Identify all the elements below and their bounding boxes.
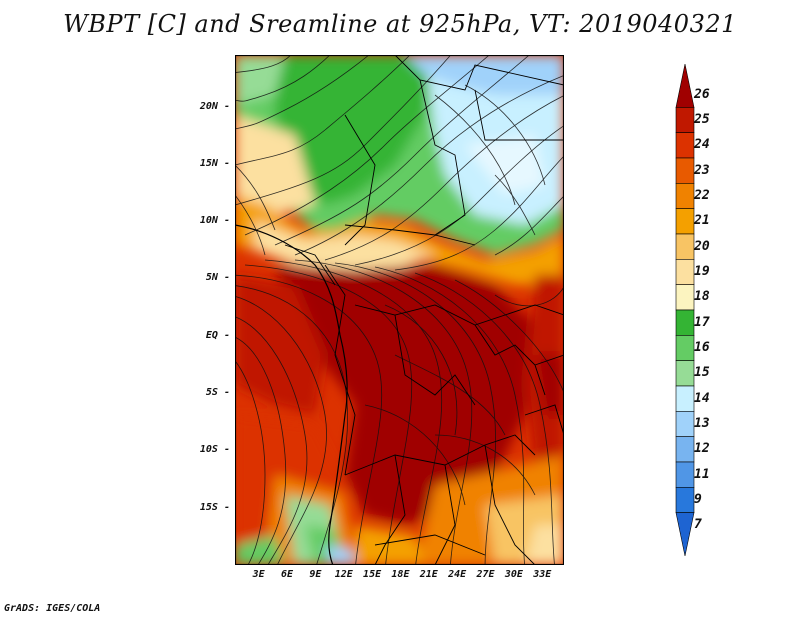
coastline <box>235 224 348 565</box>
legend-label: 17 <box>694 314 710 330</box>
borders <box>284 55 564 565</box>
legend-swatch <box>675 132 695 159</box>
legend-swatch <box>675 183 695 209</box>
legend-swatch <box>675 487 695 513</box>
legend-swatch <box>675 157 695 184</box>
legend-swatch <box>675 461 695 488</box>
legend-label: 19 <box>694 264 710 279</box>
x-tick-label: 27E <box>476 569 495 580</box>
x-tick-label: 30E <box>504 569 523 580</box>
chart-title: WBPT [C] and Sreamline at 925hPa, VT: 20… <box>63 10 737 38</box>
legend-swatch <box>675 284 695 311</box>
legend-swatch <box>675 411 695 437</box>
legend-label: 7 <box>694 517 702 533</box>
legend-label: 12 <box>694 441 710 457</box>
legend-swatch <box>675 233 695 260</box>
x-tick-label: 24E <box>448 569 467 580</box>
x-tick-label: 12E <box>334 569 353 580</box>
legend-label: 14 <box>694 390 710 406</box>
map-frame <box>235 55 564 565</box>
y-tick-label: 15S - <box>199 501 230 513</box>
x-tick-label: 33E <box>533 569 552 580</box>
legend-swatch <box>675 360 695 387</box>
legend-swatch <box>675 309 695 336</box>
legend-swatch <box>675 208 695 235</box>
credit-label: GrADS: IGES/COLA <box>4 603 101 614</box>
x-tick-label: 21E <box>419 569 438 580</box>
legend-swatch <box>675 512 695 557</box>
legend-label: 26 <box>694 86 710 102</box>
legend-swatch <box>675 385 695 412</box>
legend-label: 15 <box>694 365 710 381</box>
legend-label: 18 <box>694 289 710 305</box>
legend-label: 22 <box>694 188 710 203</box>
legend-swatch <box>675 436 695 463</box>
legend-label: 21 <box>694 213 710 229</box>
legend-swatch <box>675 259 695 285</box>
y-tick-label: EQ - <box>205 329 230 341</box>
y-tick-label: 20N - <box>199 100 230 112</box>
legend-swatch <box>675 335 695 361</box>
legend-swatch <box>675 63 695 108</box>
legend-label: 13 <box>694 416 710 431</box>
legend-label: 9 <box>694 492 702 507</box>
field-layer <box>235 55 564 565</box>
legend-swatch <box>675 107 695 133</box>
x-tick-label: 6E <box>280 569 293 580</box>
y-tick-label: 15N - <box>199 157 230 169</box>
y-tick-label: 5S - <box>205 387 230 399</box>
legend-label: 25 <box>694 112 710 127</box>
x-tick-label: 15E <box>363 569 382 580</box>
legend-label: 24 <box>694 137 710 153</box>
y-tick-label: 5N - <box>205 272 230 284</box>
x-tick-label: 18E <box>391 569 410 580</box>
x-tick-label: 9E <box>309 569 322 580</box>
legend-label: 16 <box>694 340 710 355</box>
y-tick-label: 10N - <box>199 215 230 227</box>
y-tick-label: 10S - <box>199 444 230 456</box>
streamlines <box>235 55 564 565</box>
wbpt-map <box>235 55 564 565</box>
legend-label: 11 <box>694 466 710 482</box>
color-legend <box>675 63 695 557</box>
legend-label: 23 <box>694 162 710 178</box>
x-tick-label: 3E <box>252 569 265 580</box>
legend-label: 20 <box>694 238 710 254</box>
